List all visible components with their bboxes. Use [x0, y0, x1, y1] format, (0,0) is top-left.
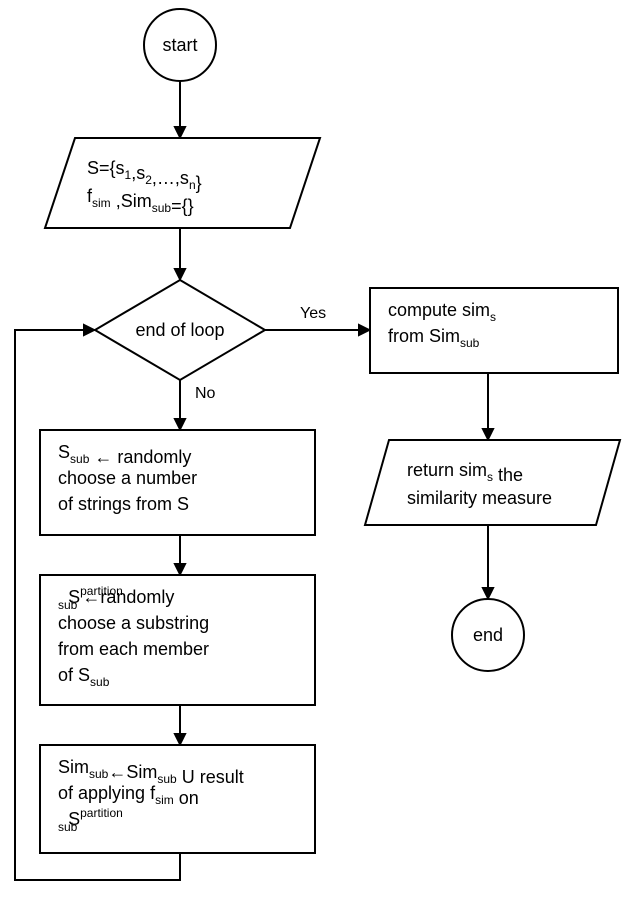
svg-text:choose a substring: choose a substring: [58, 613, 209, 633]
node-return: return sims thesimilarity measure: [365, 440, 620, 525]
flowchart: No Yes start S={s1,s2,…,sn}fsim ,Simsub={}…: [0, 0, 640, 918]
node-end: end: [452, 599, 524, 671]
svg-text:start: start: [162, 35, 197, 55]
node-init: S={s1,s2,…,sn}fsim ,Simsub={}: [45, 138, 320, 228]
svg-text:of strings from S: of strings from S: [58, 494, 189, 514]
svg-text:end: end: [473, 625, 503, 645]
node-proc3: Simsub←Simsub U resultof applying fsim o…: [40, 745, 315, 853]
node-decision: end of loop: [95, 280, 265, 380]
node-compute: compute simsfrom Simsub: [370, 288, 618, 373]
svg-text:choose a number: choose a number: [58, 468, 197, 488]
svg-text:similarity measure: similarity measure: [407, 488, 552, 508]
node-proc1: Ssub ← randomlychoose a numberof strings…: [40, 430, 315, 535]
svg-text:end of loop: end of loop: [135, 320, 224, 340]
nodes: start S={s1,s2,…,sn}fsim ,Simsub={} end of…: [40, 9, 620, 853]
node-start: start: [144, 9, 216, 81]
svg-text:from each member: from each member: [58, 639, 209, 659]
svg-text:Yes: Yes: [300, 305, 326, 322]
svg-text:No: No: [195, 385, 216, 402]
node-proc2: Spartitionsub ←randomlychoose a substrin…: [40, 575, 315, 705]
